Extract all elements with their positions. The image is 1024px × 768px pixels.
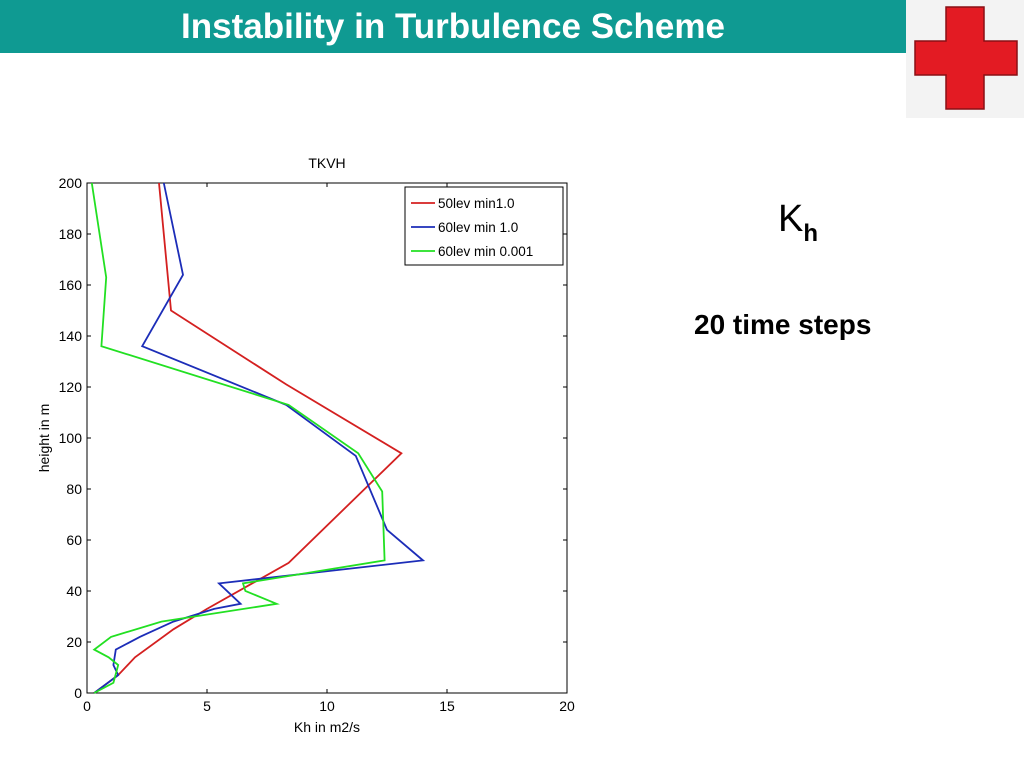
chart: TKVH 0 5 10 15 20 0 20 40 60 80 100 120 140 160 180 200… [0,140,620,750]
series-line-0 [93,182,403,694]
legend-box [404,186,564,266]
red-cross-icon [914,6,1018,110]
series-lines [90,182,426,694]
series-line-1 [93,182,426,694]
y-axis-label: height in m [36,404,52,472]
chart-svg: TKVH 0 5 10 15 20020406080100120140160180200… [36,155,575,735]
x-axis-label: Kh in m2/s [294,719,360,735]
legend-label: 60lev min 0.001 [438,244,533,259]
legend-label: 60lev min 1.0 [438,220,518,235]
legend-label: 50lev min1.0 [438,196,515,211]
x-tick-label: 15 [439,698,455,714]
y-tick-label: 40 [66,583,82,599]
y-tick-label: 100 [59,430,83,446]
x-tick-label: 10 [319,698,335,714]
y-tick-label: 60 [66,532,82,548]
y-tick-label: 80 [66,481,82,497]
legend: 50lev min1.0 60lev min 1.0 60lev min 0.001 [404,186,564,266]
y-tick-label: 20 [66,634,82,650]
x-tick-label: 5 [203,698,211,714]
y-tick-label: 180 [59,226,83,242]
y-tick-label: 140 [59,328,83,344]
kh-label: Kh [778,198,818,247]
chart-title: TKVH [308,155,345,171]
series-line-2 [90,182,386,694]
logo [906,0,1024,118]
kh-subscript: h [803,220,819,247]
kh-main: K [778,198,804,240]
x-tick-label: 0 [83,698,91,714]
y-tick-label: 160 [59,277,83,293]
y-tick-label: 200 [59,175,83,191]
y-tick-label: 120 [59,379,83,395]
x-tick-label: 20 [559,698,575,714]
slide-title: Instability in Turbulence Scheme [0,0,906,53]
y-tick-label: 0 [74,685,82,701]
time-steps-label: 20 time steps [694,309,872,340]
